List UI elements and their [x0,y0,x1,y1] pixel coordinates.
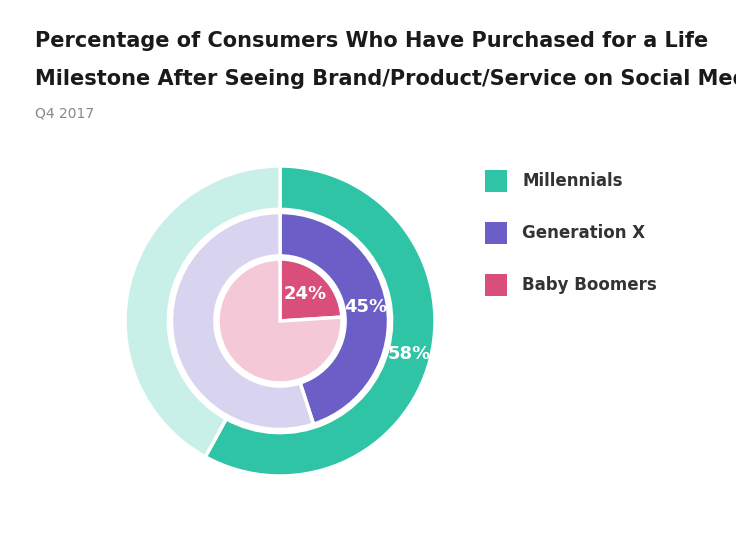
Wedge shape [280,213,389,424]
Bar [485,170,507,192]
Text: 24%: 24% [284,285,327,303]
Text: Generation X: Generation X [522,224,645,242]
Wedge shape [125,166,280,457]
Text: 45%: 45% [344,299,387,316]
Text: 58%: 58% [387,345,431,363]
Wedge shape [280,259,342,321]
Text: Millennials: Millennials [522,172,623,190]
Bar [485,274,507,296]
Wedge shape [218,259,342,383]
Text: Percentage of Consumers Who Have Purchased for a Life: Percentage of Consumers Who Have Purchas… [35,31,708,51]
Text: Milestone After Seeing Brand/Product/Service on Social Media: Milestone After Seeing Brand/Product/Ser… [35,69,736,89]
Wedge shape [171,213,314,430]
Bar [485,222,507,244]
Wedge shape [205,166,435,476]
Text: Q4 2017: Q4 2017 [35,106,94,120]
Text: Baby Boomers: Baby Boomers [522,276,657,294]
